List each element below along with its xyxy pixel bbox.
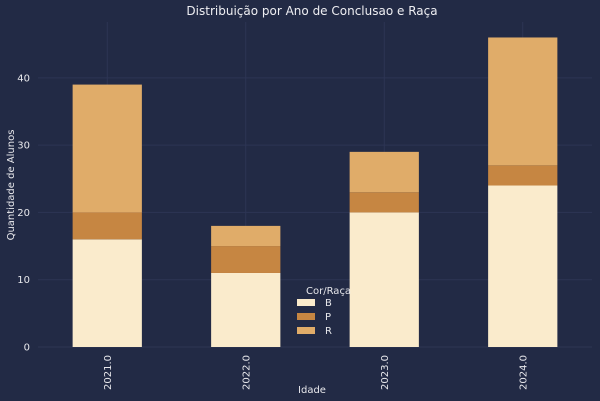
x-tick-label-3: 2024.0 xyxy=(518,355,529,390)
x-tick-label-2: 2023.0 xyxy=(380,355,391,390)
y-tick-label-4: 40 xyxy=(17,73,30,84)
bar-B-2022.0 xyxy=(211,272,281,347)
legend-swatch-R xyxy=(297,327,315,334)
bar-P-2024.0 xyxy=(488,165,558,186)
bar-R-2024.0 xyxy=(488,37,558,166)
bar-B-2023.0 xyxy=(349,212,419,347)
bar-R-2022.0 xyxy=(211,225,281,247)
x-axis-label: Idade xyxy=(298,385,326,396)
x-tick-label-1: 2022.0 xyxy=(241,355,252,390)
chart-title: Distribuição por Ano de Conclusao e Raça xyxy=(186,4,437,18)
legend-title: Cor/Raça xyxy=(306,286,351,297)
legend-swatch-B xyxy=(297,299,315,306)
bar-R-2023.0 xyxy=(349,151,419,193)
bar-P-2022.0 xyxy=(211,246,281,273)
legend-label-P: P xyxy=(325,312,331,323)
bar-P-2021.0 xyxy=(72,212,142,240)
legend-swatch-P xyxy=(297,313,315,320)
y-tick-labels: 0 10 20 30 40 xyxy=(17,73,30,353)
legend: Cor/Raça BPR xyxy=(297,286,351,337)
bar-R-2021.0 xyxy=(72,84,142,213)
legend-label-R: R xyxy=(325,326,332,337)
y-tick-label-3: 30 xyxy=(17,141,30,152)
legend-label-B: B xyxy=(325,298,332,309)
x-tick-label-0: 2021.0 xyxy=(103,355,114,390)
bars xyxy=(72,37,558,347)
y-tick-label-2: 20 xyxy=(17,208,30,219)
bar-P-2023.0 xyxy=(349,192,419,213)
y-axis-label: Quantidade de Alunos xyxy=(6,130,17,241)
y-tick-label-1: 10 xyxy=(17,275,30,286)
bar-B-2021.0 xyxy=(72,239,142,347)
y-tick-label-0: 0 xyxy=(24,343,30,354)
x-tick-labels: 2021.0 2022.0 2023.0 2024.0 xyxy=(103,355,530,390)
bar-B-2024.0 xyxy=(488,185,558,347)
